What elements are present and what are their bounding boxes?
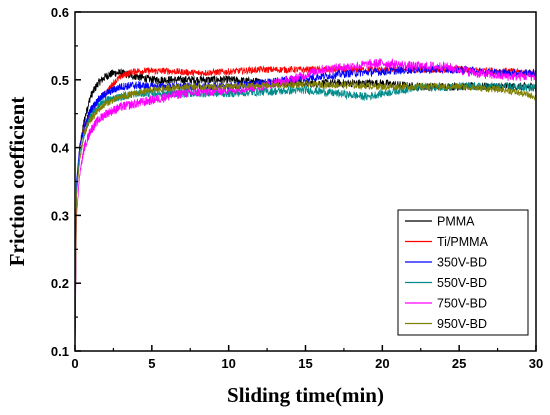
series-line-350v-bd <box>74 64 537 352</box>
legend-label-pmma: PMMA <box>437 215 475 229</box>
x-tick-label: 25 <box>452 356 466 371</box>
legend-label-950v-bd: 950V-BD <box>437 317 487 331</box>
y-tick-label: 0.5 <box>51 73 69 88</box>
y-tick-label: 0.6 <box>51 5 69 20</box>
y-axis-title: Friction coefficient <box>5 97 29 267</box>
legend-box <box>397 209 529 336</box>
y-tick-label: 0.4 <box>51 141 70 156</box>
legend: PMMA Ti/PMMA 350V-BD 550V-BD 750V-BD 950V-BD <box>397 209 529 336</box>
x-tick-label: 30 <box>529 356 543 371</box>
legend-label-550v-bd: 550V-BD <box>437 276 487 290</box>
legend-label-350v-bd: 350V-BD <box>437 256 487 270</box>
x-tick-label: 10 <box>221 356 235 371</box>
series-line-950v-bd <box>74 80 537 352</box>
x-tick-label: 15 <box>298 356 312 371</box>
series-line-750v-bd <box>74 57 537 352</box>
series-layer <box>74 57 537 352</box>
y-tick-label: 0.1 <box>51 344 69 359</box>
y-tick-label: 0.2 <box>51 276 69 291</box>
y-tick-label: 0.3 <box>51 208 69 223</box>
ticks-layer: 0 5 10 15 20 25 30 0.1 0.2 0.3 0.4 0.5 0.6 <box>51 5 543 371</box>
x-tick-label: 20 <box>375 356 389 371</box>
x-axis-title: Sliding time(min) <box>227 383 384 407</box>
legend-label-750v-bd: 750V-BD <box>437 297 487 311</box>
legend-label-ti-pmma: Ti/PMMA <box>437 235 489 249</box>
x-tick-label: 5 <box>148 356 155 371</box>
x-tick-label: 0 <box>71 356 78 371</box>
